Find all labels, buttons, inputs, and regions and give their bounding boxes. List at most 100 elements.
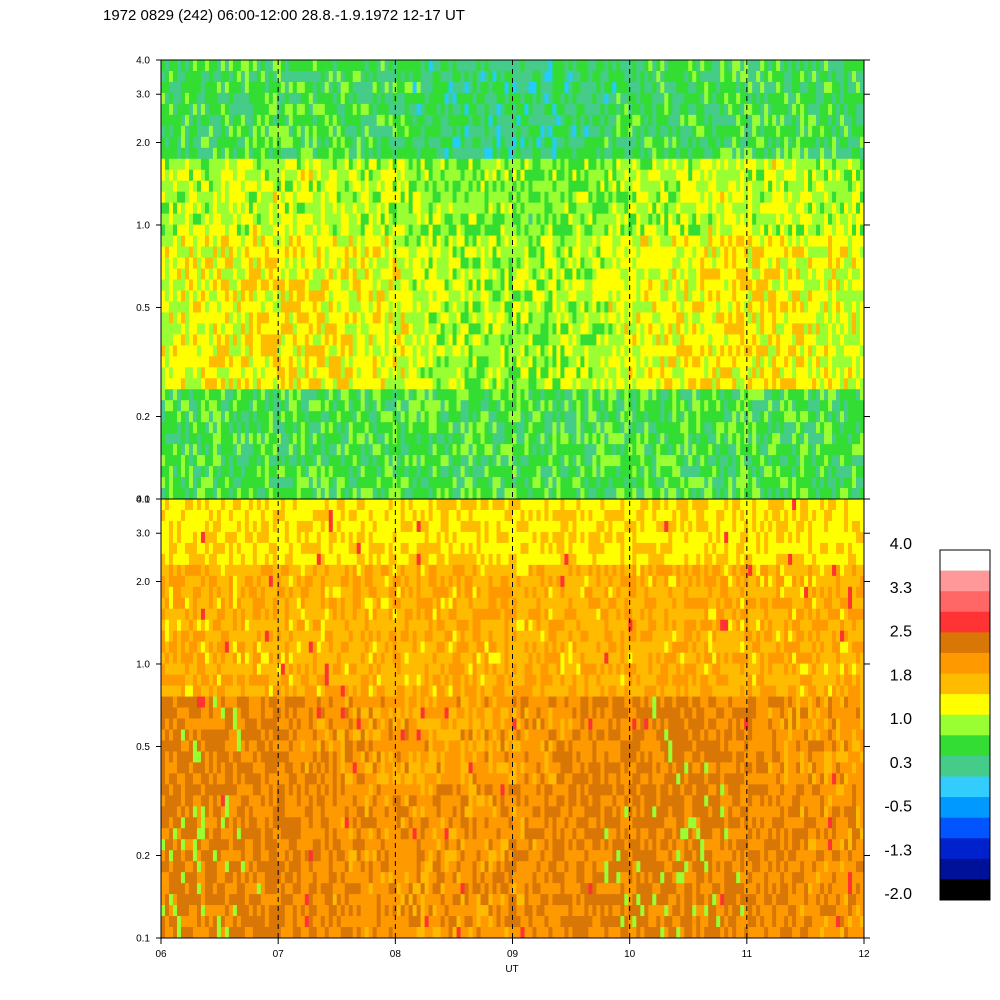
heatmap-cell (304, 257, 310, 269)
heatmap-cell (524, 356, 529, 368)
heatmap-cell (164, 202, 170, 215)
heatmap-cell (380, 158, 386, 171)
heatmap-cell (180, 213, 186, 226)
heatmap-cell (572, 202, 577, 215)
heatmap-cell (456, 279, 461, 291)
heatmap-cell (640, 301, 645, 313)
heatmap-cell (628, 224, 633, 237)
heatmap-cell (188, 477, 194, 489)
heatmap-cell (528, 103, 533, 116)
heatmap-cell (264, 400, 270, 412)
heatmap-cell (292, 81, 298, 94)
heatmap-cell (328, 147, 334, 160)
heatmap-cell (532, 477, 537, 489)
heatmap-cell (356, 235, 362, 247)
heatmap-cell (200, 367, 206, 379)
heatmap-cell (644, 114, 649, 127)
heatmap-cell (600, 147, 605, 160)
heatmap-cell (188, 81, 194, 94)
heatmap-cell (652, 103, 657, 116)
heatmap-cell (592, 158, 597, 171)
heatmap-cell (228, 323, 234, 335)
heatmap-cell (364, 114, 370, 127)
heatmap-cell (648, 356, 653, 368)
heatmap-cell (164, 455, 170, 467)
heatmap-cell (420, 180, 426, 193)
heatmap-cell (452, 257, 457, 269)
heatmap-cell (620, 455, 625, 467)
heatmap-cell (588, 466, 593, 478)
heatmap-cell (292, 103, 298, 116)
heatmap-cell (328, 268, 334, 280)
heatmap-cell (604, 213, 609, 226)
heatmap-cell (340, 455, 346, 467)
heatmap-cell (588, 213, 593, 226)
heatmap-cell (424, 125, 430, 138)
heatmap-cell (456, 202, 461, 215)
heatmap-cell (540, 334, 545, 346)
heatmap-cell (340, 466, 346, 478)
heatmap-cell (304, 301, 310, 313)
heatmap-cell (180, 202, 186, 215)
heatmap-cell (196, 125, 202, 138)
heatmap-cell (648, 257, 653, 269)
heatmap-cell (316, 422, 322, 434)
heatmap-cell (368, 70, 374, 83)
heatmap-cell (380, 147, 386, 160)
heatmap-cell (636, 422, 641, 434)
heatmap-cell (340, 191, 346, 204)
heatmap-cell (224, 411, 230, 423)
heatmap-cell (436, 312, 441, 324)
heatmap-cell (252, 290, 258, 302)
heatmap-cell (472, 158, 477, 171)
heatmap-cell (464, 114, 469, 127)
heatmap-cell (176, 356, 182, 368)
heatmap-cell (336, 268, 342, 280)
heatmap-cell (492, 400, 497, 412)
heatmap-cell (464, 136, 469, 149)
heatmap-cell (344, 202, 350, 215)
heatmap-cell (260, 103, 266, 116)
heatmap-cell (408, 345, 414, 357)
heatmap-cell (344, 279, 350, 291)
heatmap-cell (396, 103, 402, 116)
heatmap-cell (404, 169, 410, 182)
heatmap-cell (232, 367, 238, 379)
heatmap-cell (636, 367, 641, 379)
heatmap-cell (248, 444, 254, 456)
heatmap-cell (604, 246, 609, 258)
heatmap-cell (524, 180, 529, 193)
heatmap-cell (196, 477, 202, 489)
heatmap-cell (280, 334, 286, 346)
heatmap-cell (592, 312, 597, 324)
heatmap-cell (440, 70, 445, 83)
heatmap-cell (460, 433, 465, 445)
heatmap-cell (572, 70, 577, 83)
heatmap-cell (500, 290, 505, 302)
heatmap-cell (312, 136, 318, 149)
heatmap-cell (476, 488, 481, 500)
heatmap-cell (560, 268, 565, 280)
heatmap-cell (248, 268, 254, 280)
heatmap-cell (412, 378, 418, 390)
heatmap-cell (340, 389, 346, 401)
heatmap-cell (232, 114, 238, 127)
heatmap-cell (516, 433, 521, 445)
heatmap-cell (408, 488, 414, 500)
heatmap-cell (404, 125, 410, 138)
heatmap-cell (220, 301, 226, 313)
heatmap-cell (408, 290, 414, 302)
heatmap-cell (620, 136, 625, 149)
heatmap-cell (532, 312, 537, 324)
heatmap-cell (540, 202, 545, 215)
heatmap-cell (420, 279, 426, 291)
heatmap-cell (252, 224, 258, 237)
heatmap-cell (340, 60, 346, 72)
heatmap-cell (400, 125, 406, 138)
heatmap-cell (516, 224, 521, 237)
heatmap-cell (440, 455, 445, 467)
heatmap-cell (552, 125, 557, 138)
heatmap-cell (536, 92, 541, 105)
heatmap-cell (504, 378, 509, 390)
heatmap-cell (216, 433, 222, 445)
